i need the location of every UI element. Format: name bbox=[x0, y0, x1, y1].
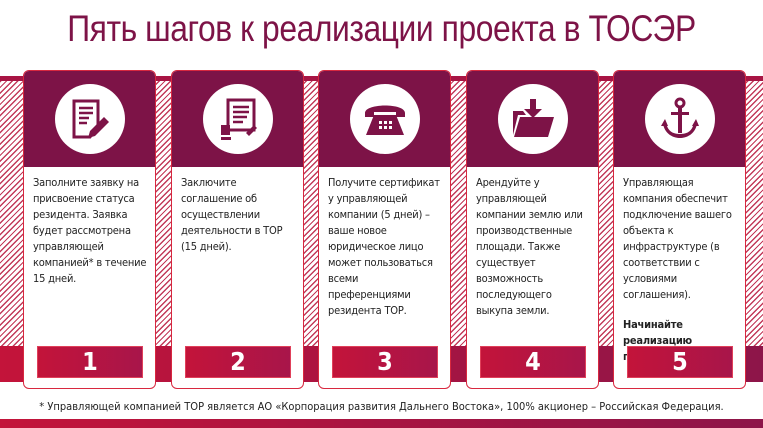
step-card-3: Получите сертификат у управляющей компан… bbox=[318, 70, 451, 389]
footnote: * Управляющей компанией ТОР является АО … bbox=[39, 400, 724, 413]
step-card-5: Управляющая компания обеспечит подключен… bbox=[613, 70, 746, 389]
step-text: Заполните заявку на присвоение статуса р… bbox=[33, 176, 147, 285]
step-text: Заключите соглашение об осуществлении де… bbox=[181, 176, 283, 253]
step-card-4: Арендуйте у управляющей компании землю и… bbox=[466, 70, 599, 389]
step-card-1: Заполните заявку на присвоение статуса р… bbox=[23, 70, 156, 389]
step-number: 5 bbox=[627, 346, 733, 378]
telephone-icon bbox=[349, 84, 420, 154]
step-text: Получите сертификат у управляющей компан… bbox=[328, 176, 440, 317]
step-number: 3 bbox=[332, 346, 438, 378]
signed-agreement-icon bbox=[202, 84, 273, 154]
step-card-2: Заключите соглашение об осуществлении де… bbox=[171, 70, 304, 389]
folder-download-icon bbox=[497, 84, 568, 154]
anchor-icon bbox=[644, 84, 715, 154]
step-text: Арендуйте у управляющей компании землю и… bbox=[476, 176, 583, 317]
page-title: Пять шагов к реализации проекта в ТОСЭР bbox=[67, 8, 696, 49]
step-text: Управляющая компания обеспечит подключен… bbox=[623, 176, 732, 301]
step-number: 2 bbox=[185, 346, 291, 378]
step-number: 1 bbox=[37, 346, 143, 378]
step-number: 4 bbox=[480, 346, 586, 378]
application-form-icon bbox=[54, 84, 125, 154]
bottom-band bbox=[0, 419, 763, 428]
